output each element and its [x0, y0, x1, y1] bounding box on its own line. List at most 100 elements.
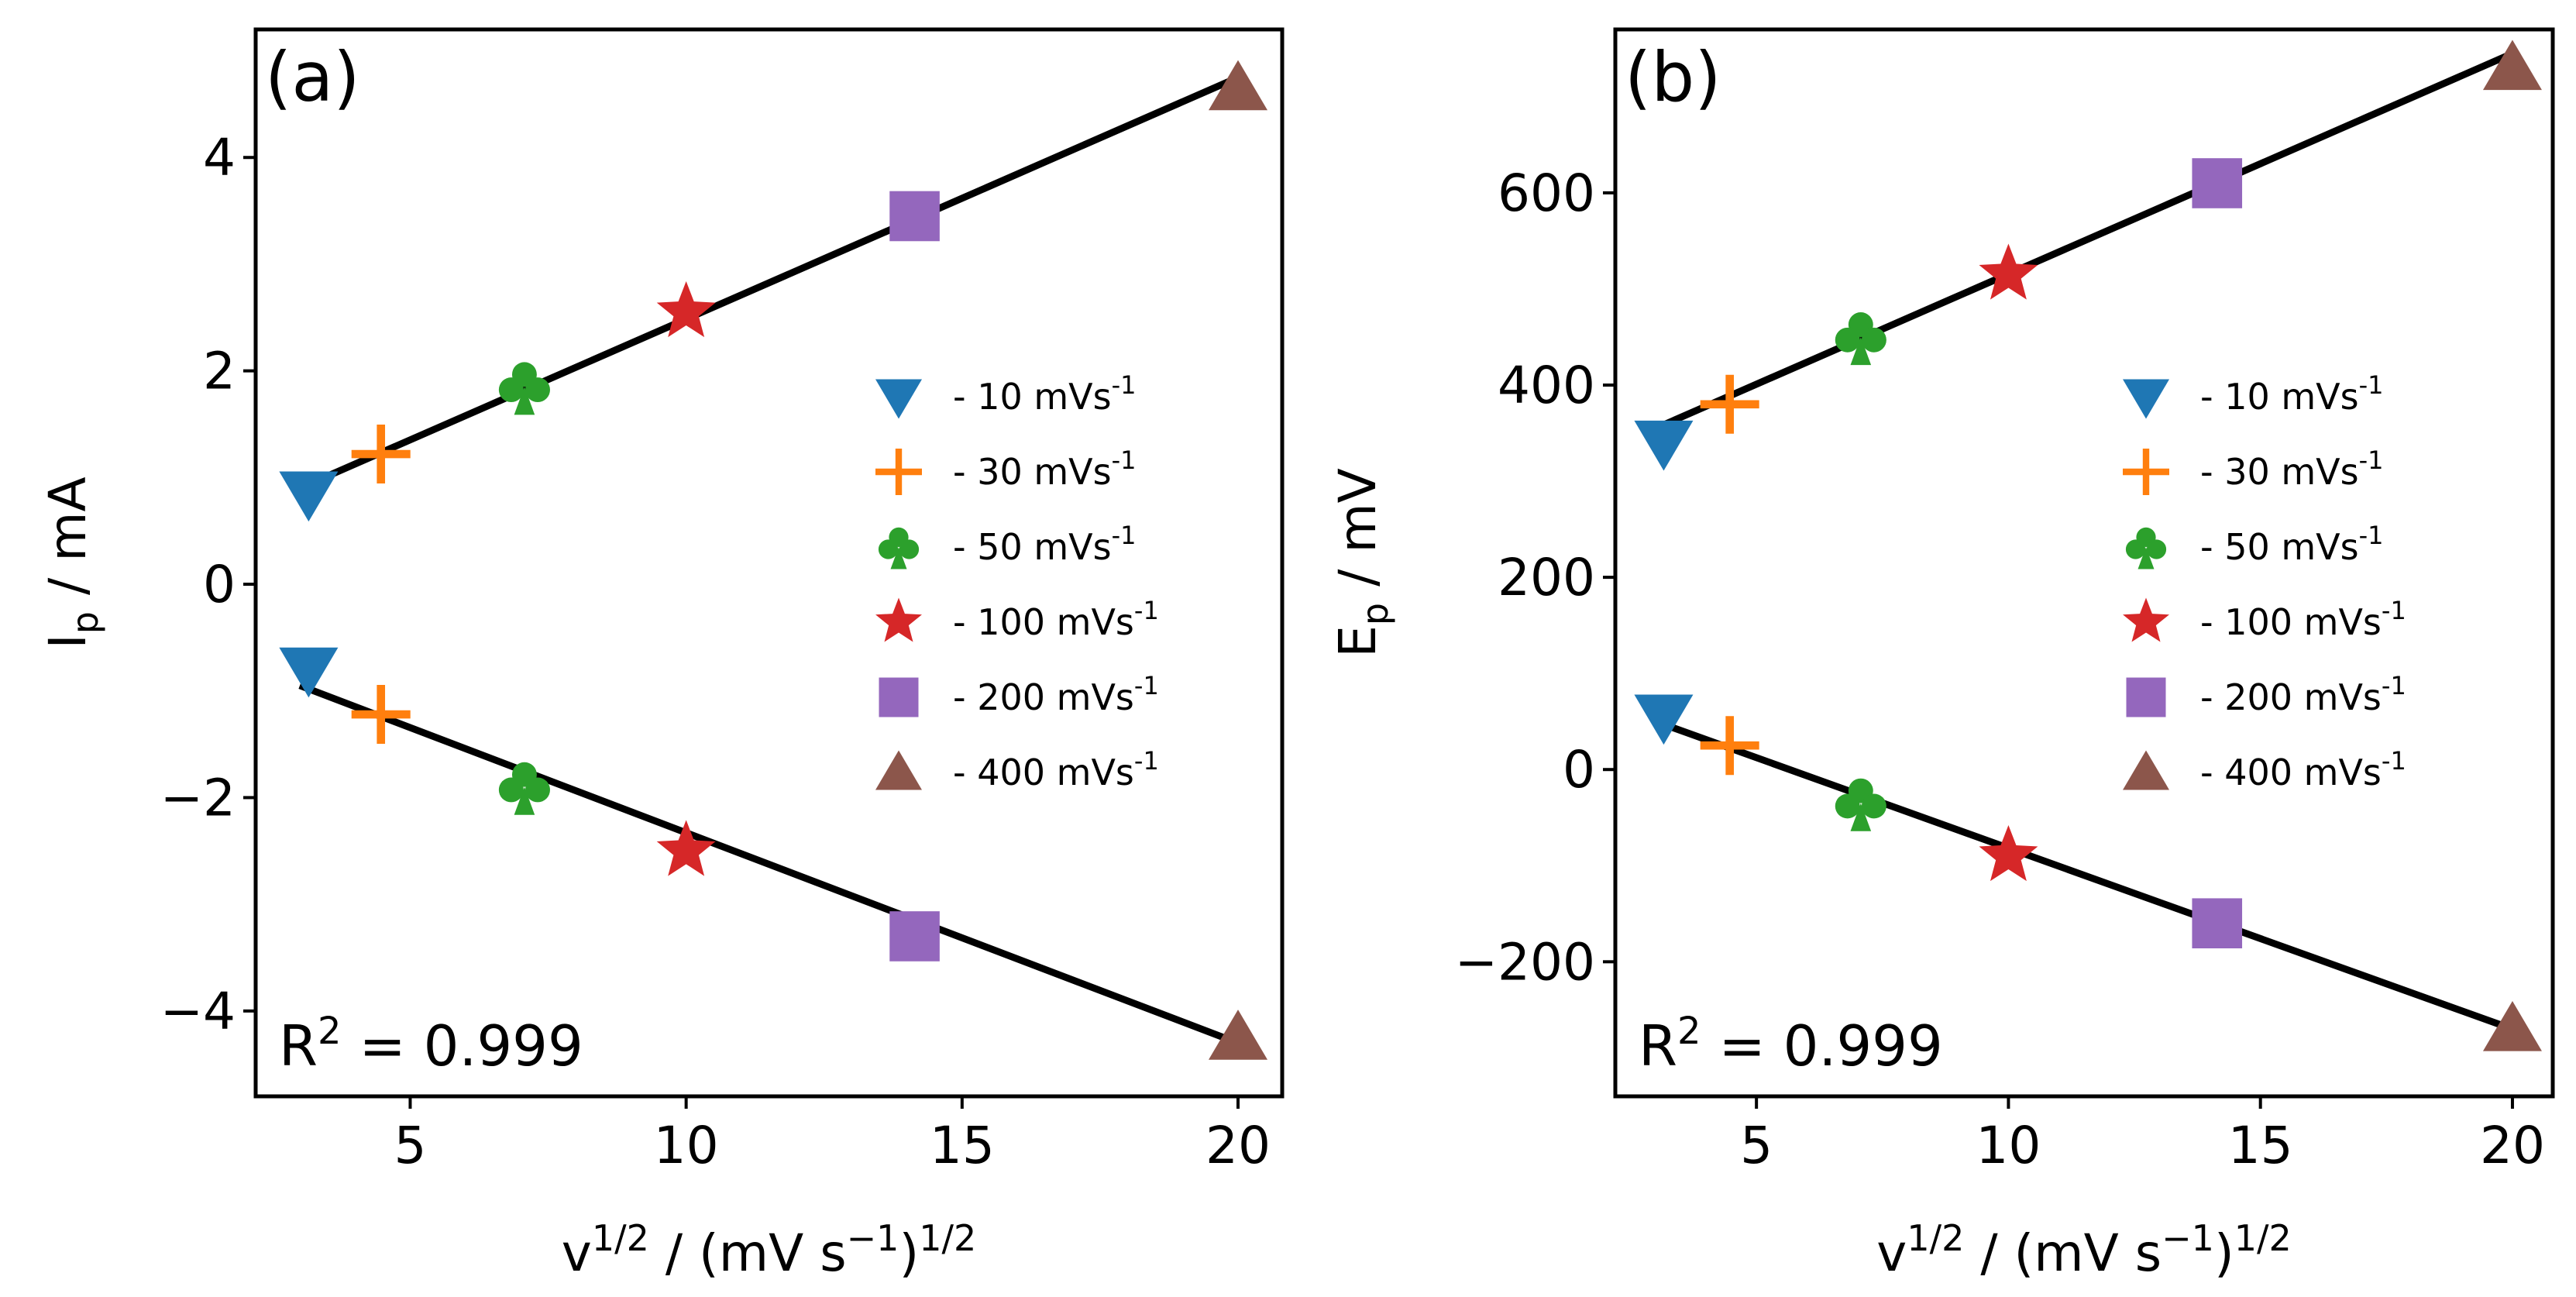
legend-label-10: - 10 mVs-1: [2200, 370, 2384, 418]
legend-marker-30: [875, 449, 922, 495]
point-50-upper-stem: [1850, 336, 1872, 366]
y-axis-title: Ep / mV: [1328, 468, 1396, 658]
point-100-lower: [656, 820, 716, 876]
point-100-upper: [1979, 243, 2038, 300]
point-200-upper: [2192, 158, 2243, 208]
y-tick-label: −200: [1455, 932, 1595, 992]
point-50-lower-lobe-right: [1861, 793, 1886, 819]
legend-marker-400: [875, 750, 922, 790]
point-50-upper-stem: [514, 387, 535, 415]
point-50-lower-stem: [1850, 803, 1872, 831]
legend-marker-50-lobe-right: [2146, 539, 2167, 559]
y-tick-label: −2: [160, 768, 236, 827]
legend-label-100: - 100 mVs-1: [2200, 596, 2406, 643]
point-50-lower: [498, 762, 550, 815]
legend-marker-50-stem: [2137, 547, 2155, 569]
legend-label-200: - 200 mVs-1: [2200, 671, 2406, 718]
legend-marker-50-lobe-left: [878, 539, 899, 559]
point-50-upper-lobe-left: [498, 377, 524, 403]
panel-a: 5 10 15 20 −4 −2 0 2 4 v1/2 / (mV s−1)1/2 Ip / mA (…: [38, 27, 1285, 1283]
legend-label-400: - 400 mVs-1: [2200, 746, 2406, 793]
panel-label: (b): [1625, 37, 1721, 117]
point-30-lower: [1700, 716, 1759, 776]
legend: - 10 mVs-1 - 30 mVs-1 - 50 mVs-1 - 100 mVs-…: [875, 370, 1159, 793]
legend-label-200: - 200 mVs-1: [953, 671, 1159, 718]
legend-marker-400: [2123, 750, 2169, 790]
point-50-lower-lobe-left: [498, 777, 524, 803]
fit-line-upper: [1654, 50, 2514, 432]
point-10-lower: [1634, 694, 1694, 745]
legend-label-50: - 50 mVs-1: [2200, 521, 2384, 568]
legend-marker-50: [2125, 527, 2167, 569]
point-10-lower: [279, 647, 339, 698]
legend-marker-10: [2123, 379, 2169, 419]
point-400-upper: [2482, 40, 2542, 91]
legend-marker-100: [2123, 597, 2169, 642]
point-30-lower: [351, 685, 411, 745]
fit-line-lower: [298, 682, 1240, 1047]
y-tick-label: 4: [203, 128, 236, 187]
y-tick-label: 600: [1498, 163, 1595, 223]
point-50-upper: [1835, 312, 1886, 366]
point-400-upper: [1209, 60, 1268, 111]
point-200-lower: [2192, 898, 2243, 949]
y-axis-title: Ip / mA: [38, 476, 106, 648]
y-tick-label: −4: [160, 982, 236, 1041]
point-100-upper: [656, 281, 716, 338]
point-50-upper: [498, 362, 550, 415]
point-200-lower: [889, 911, 940, 962]
legend-label-10: - 10 mVs-1: [953, 370, 1137, 418]
y-tick-label: 200: [1498, 548, 1595, 607]
fit-line-upper: [298, 74, 1240, 492]
x-tick-label: 10: [1976, 1116, 2041, 1175]
legend: - 10 mVs-1 - 30 mVs-1 - 50 mVs-1 - 100 mVs-…: [2123, 370, 2406, 793]
x-axis-title: v1/2 / (mV s−1)1/2: [562, 1217, 976, 1283]
legend-marker-100: [875, 597, 922, 642]
point-30-upper: [1700, 374, 1759, 434]
x-tick-label: 20: [1205, 1116, 1271, 1175]
legend-marker-30: [2123, 449, 2169, 495]
legend-marker-10: [875, 379, 922, 419]
legend-marker-50-stem: [890, 547, 907, 569]
point-10-upper: [1634, 420, 1694, 471]
plot-frame: [253, 27, 1285, 1099]
legend-marker-200: [2126, 677, 2166, 717]
x-tick-label: 15: [2228, 1116, 2293, 1175]
x-tick-label: 20: [2480, 1116, 2545, 1175]
x-axis-title: v1/2 / (mV s−1)1/2: [1876, 1217, 2291, 1283]
point-50-lower-lobe-left: [1835, 793, 1860, 819]
point-30-upper: [351, 425, 411, 484]
legend-label-50: - 50 mVs-1: [953, 521, 1137, 568]
y-tick-label: 0: [1563, 740, 1595, 800]
y-tick-label: 2: [203, 342, 236, 401]
fit-line-lower: [1654, 717, 2514, 1033]
point-50-upper-lobe-left: [1835, 327, 1860, 353]
x-tick-label: 5: [1740, 1116, 1773, 1175]
point-50-upper-lobe-right: [1861, 327, 1886, 353]
legend-marker-50-lobe-left: [2125, 539, 2146, 559]
r2-annotation: R2 = 0.999: [279, 1010, 583, 1079]
legend-label-30: - 30 mVs-1: [953, 446, 1137, 493]
point-200-upper: [889, 191, 940, 242]
r2-annotation: R2 = 0.999: [1639, 1010, 1943, 1079]
point-50-lower-lobe-right: [525, 777, 550, 803]
legend-marker-50: [878, 527, 920, 569]
plot-frame: [1613, 27, 2555, 1099]
point-10-upper: [279, 471, 339, 522]
point-100-lower: [1979, 824, 2038, 882]
legend-marker-200: [879, 677, 919, 717]
point-50-upper-lobe-right: [525, 377, 550, 403]
point-400-lower: [1209, 1010, 1268, 1060]
legend-label-400: - 400 mVs-1: [953, 746, 1159, 793]
x-tick-label: 15: [930, 1116, 995, 1175]
panel-b: 5 10 15 20 −200 0 200 400 600 v1/2 / (mV s−1)1/2 E…: [1328, 27, 2555, 1283]
x-tick-label: 10: [654, 1116, 719, 1175]
y-tick-label: 400: [1498, 356, 1595, 415]
x-tick-label: 5: [394, 1116, 426, 1175]
legend-label-100: - 100 mVs-1: [953, 596, 1159, 643]
point-400-lower: [2482, 1001, 2542, 1051]
legend-label-30: - 30 mVs-1: [2200, 446, 2384, 493]
y-tick-label: 0: [203, 555, 236, 614]
point-50-lower: [1835, 778, 1886, 831]
panel-label: (a): [265, 37, 360, 117]
